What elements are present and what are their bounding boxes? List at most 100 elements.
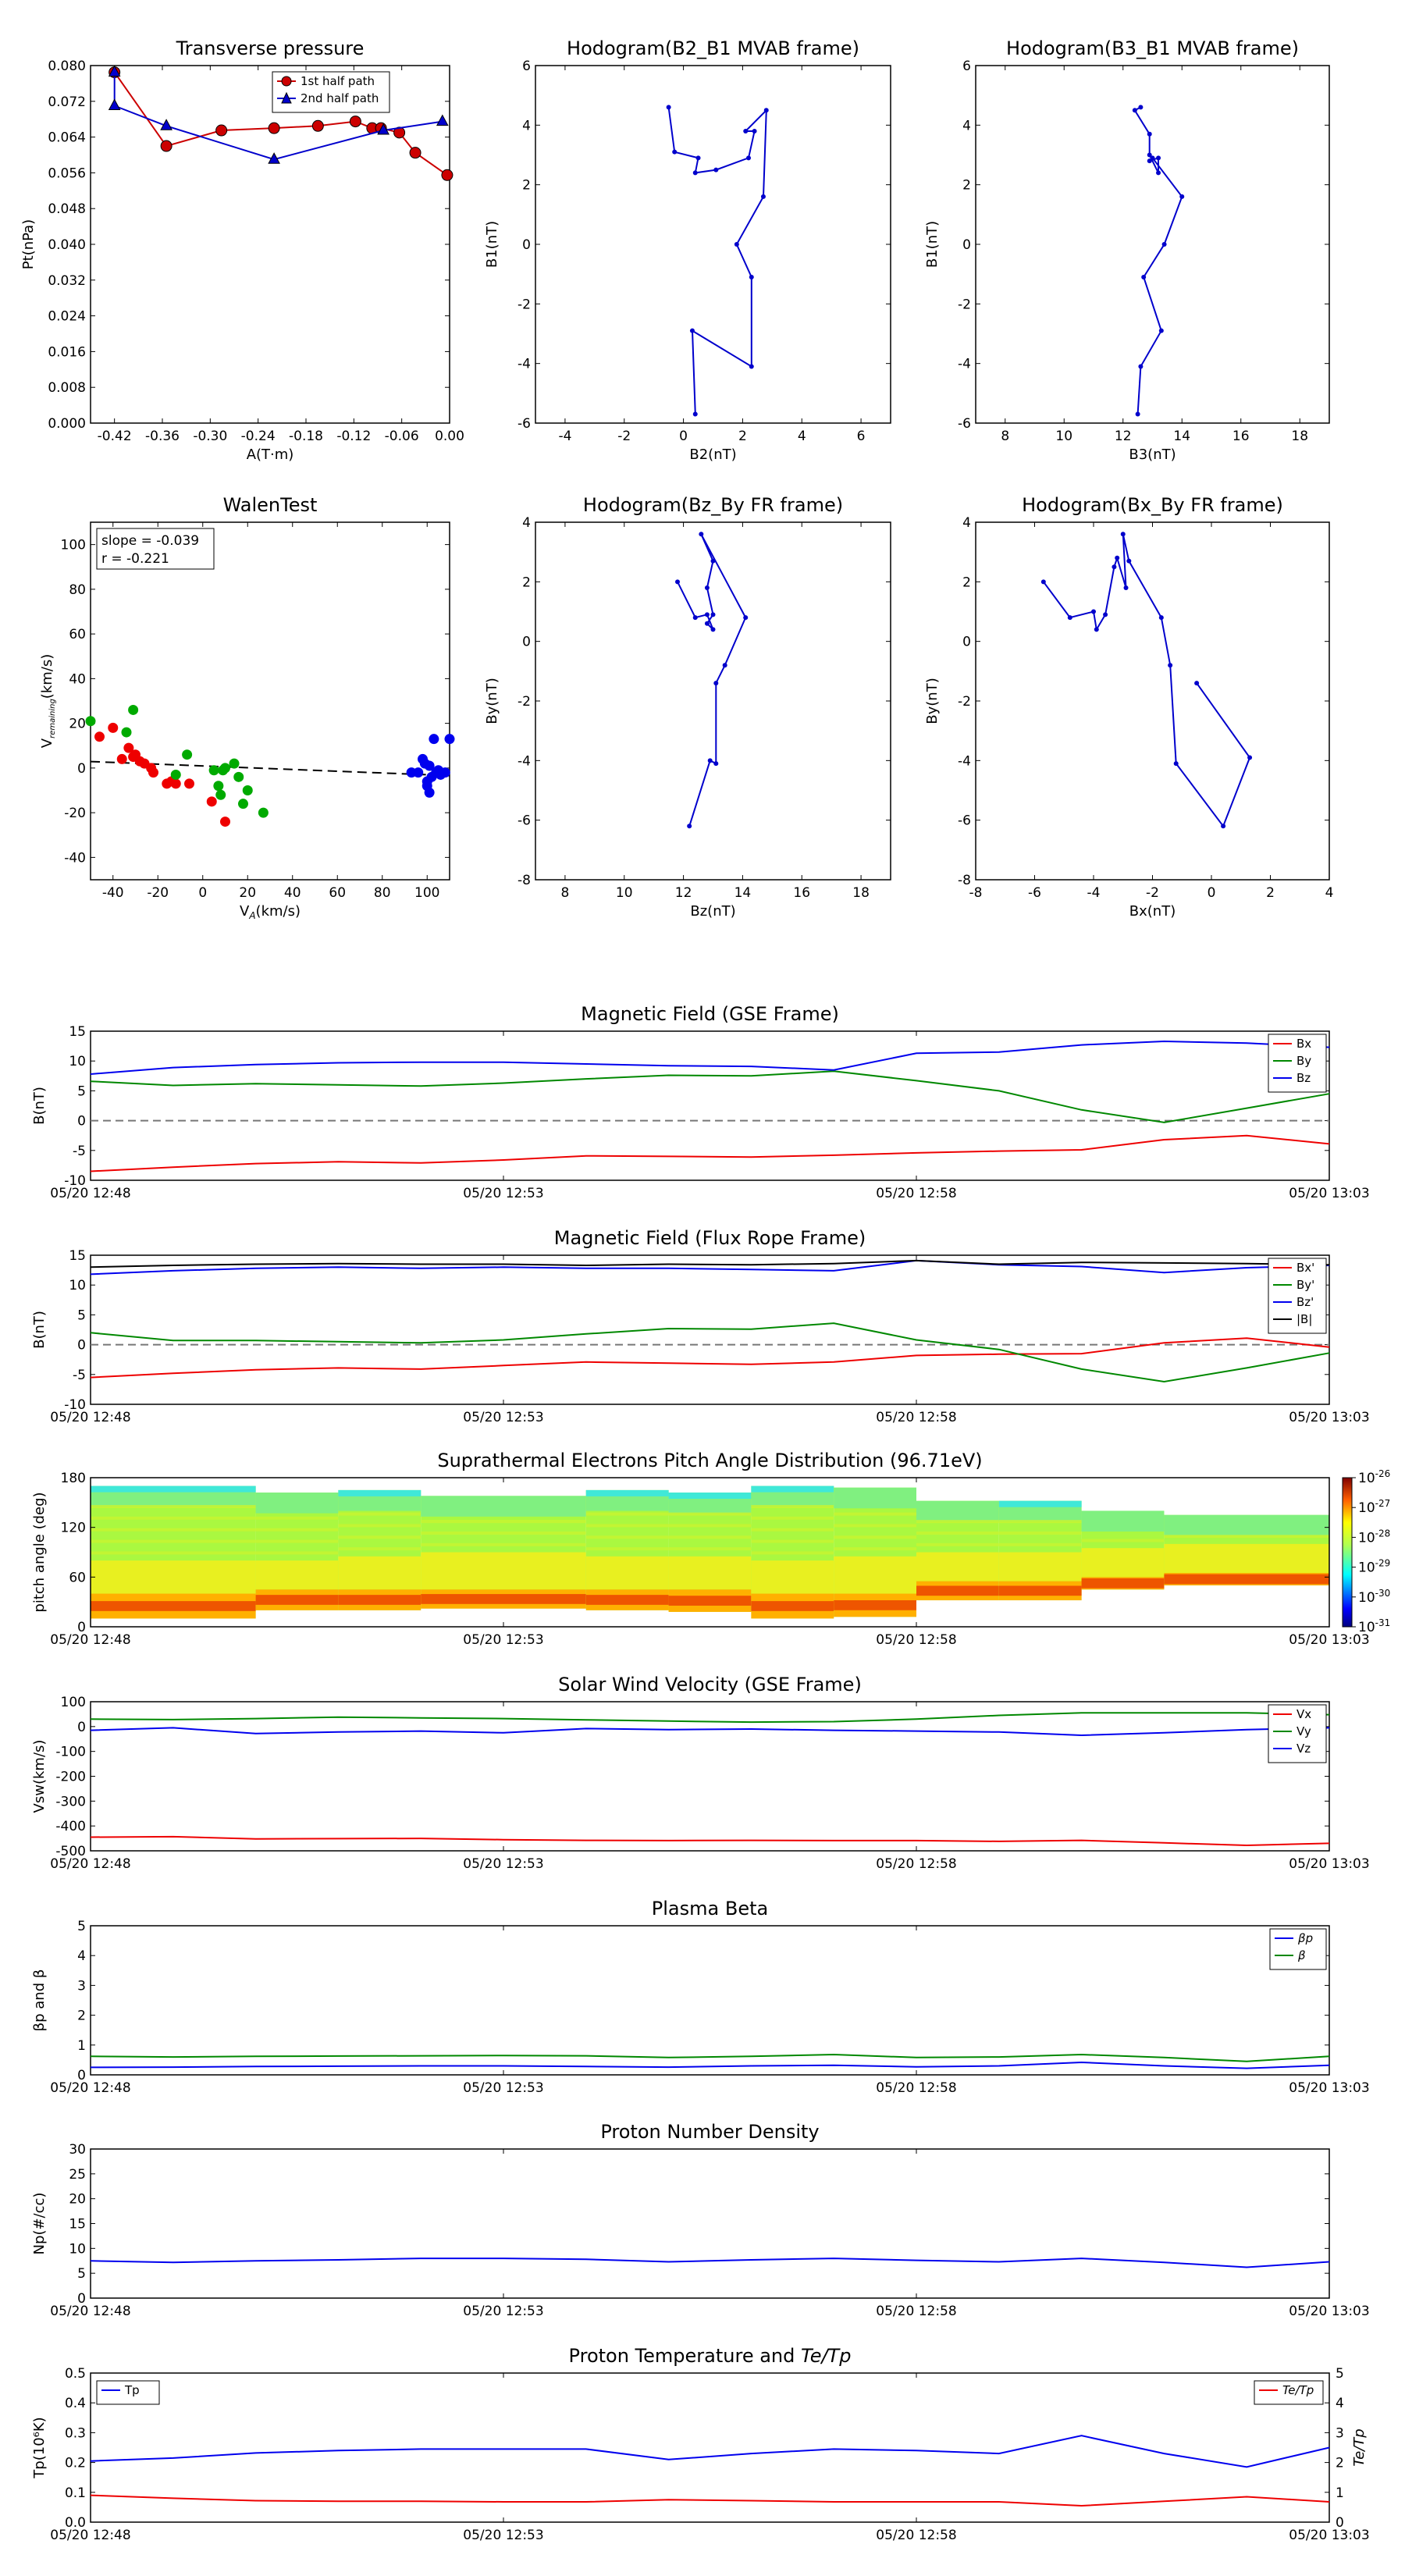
data-point [85,716,96,727]
data-point [182,749,193,760]
y-tick-label: 25 [69,2167,86,2183]
chart-title: Hodogram(B3_B1 MVAB frame) [1006,37,1299,59]
data-point [695,155,701,161]
chart-title: Magnetic Field (GSE Frame) [581,1003,839,1025]
y-tick-label: -6 [518,813,531,829]
hodogram-b3-b1: Hodogram(B3_B1 MVAB frame) 8 10 12 14 16 18 -6 -… [924,37,1330,463]
chart-title: Hodogram(Bx_By FR frame) [1022,494,1283,516]
y-tick-label: 3 [77,1978,86,1994]
plot-frame [90,65,450,424]
heatmap-cell [91,1560,256,1594]
y-tick-label: -5 [73,1368,86,1383]
data-point [1067,615,1072,621]
y-tick-label: -2 [518,694,531,710]
heatmap-cell [1164,1535,1329,1539]
x-tick-label: -8 [969,885,983,901]
data-point [1040,579,1046,585]
data-point [229,758,240,769]
y-tick-label: 0.5 [65,2366,86,2382]
magnetic-field-fr: Magnetic Field (Flux Rope Frame) 05/20 12… [31,1227,1370,1425]
heatmap-cell [916,1520,999,1524]
heatmap-cell [751,1551,834,1555]
x-tick-label: -4 [1087,885,1101,901]
x-axis-label: Bx(nT) [1129,903,1176,920]
heatmap-cell [585,1547,669,1551]
legend-label: Bz' [1297,1295,1314,1309]
data-point [1120,532,1126,537]
data-point [760,194,766,199]
x-tick-label: -0.06 [385,429,419,444]
data-point [393,126,406,139]
heatmap-cell [834,1556,916,1594]
heatmap-cell [751,1528,834,1532]
annotation-box [96,528,215,570]
x-tick-label: 18 [1291,429,1308,444]
data-point [734,242,739,247]
legend-label: By' [1297,1278,1314,1292]
heatmap-cell [255,1516,339,1520]
heatmap-cell [91,1485,256,1493]
plot-frame [90,1477,1330,1628]
heatmap-cell [751,1485,834,1493]
data-point [128,704,139,715]
y-axis-label: By(nT) [484,678,500,724]
legend-box [1254,2380,1324,2405]
x-tick-label: 05/20 12:58 [876,1186,956,1201]
chart-title: Solar Wind Velocity (GSE Frame) [558,1674,862,1695]
y-axis-label: B(nT) [31,1311,48,1349]
heatmap-cell [998,1531,1082,1535]
data-point [687,824,692,829]
data-point [148,767,158,778]
legend-label: 1st half path [301,74,375,88]
heatmap-cell [916,1585,999,1596]
y-tick-label: 20 [69,717,86,732]
data-point [238,799,248,809]
data-point [441,169,454,181]
data-point [206,796,217,807]
y-tick-label: 2 [522,575,531,590]
data-point [699,532,704,537]
data-point [710,627,716,632]
transverse-pressure: Transverse pressure-0.42 -0.36 -0.30 -0.24-… [20,37,464,463]
series-line [90,2061,1330,2069]
data-point [311,119,324,132]
x-tick-label: 05/20 12:58 [876,1410,956,1425]
heatmap-cell [585,1556,669,1590]
data-point [1179,194,1185,199]
y-tick-label: 1 [77,2038,86,2054]
x-tick-label: 2 [1266,885,1275,901]
heatmap-cell [834,1547,916,1551]
data-point [1138,364,1144,369]
y-tick-label: 2 [77,2008,86,2024]
heatmap-cell [1081,1548,1165,1578]
plasma-beta: Plasma Beta 05/20 12:48 05/20 12:53 05/20 1… [31,1898,1370,2096]
legend-label: Bx [1297,1037,1311,1051]
x-tick-label: 05/20 12:53 [463,2080,543,2096]
y-tick-label: 180 [61,1471,86,1486]
data-point [749,364,754,369]
y-tick-label: 0.000 [48,416,86,432]
chart-title: Hodogram(Bz_By FR frame) [583,494,843,516]
data-point [1112,564,1117,570]
heatmap-cell [751,1601,834,1611]
legend-label: βp [1297,1931,1313,1945]
series-line [90,2435,1330,2468]
legend-marker [281,76,292,87]
heatmap-cell [421,1496,586,1517]
data-point [1123,585,1129,590]
data-point [108,722,119,733]
data-point [233,771,244,782]
y-tick-label: -5 [73,1144,86,1159]
y-tick-label: 0.3 [65,2425,86,2441]
plot-frame [90,1254,1330,1405]
x-tick-label: 05/20 13:03 [1289,2080,1369,2096]
y-tick-label: 0.1 [65,2485,86,2501]
y-tick-label: 0.0 [65,2515,86,2531]
data-point [1147,158,1152,164]
y-tick-label: -200 [55,1770,86,1785]
data-point [1141,274,1147,279]
x-tick-label: -0.12 [336,429,371,444]
y-tick-label: -2 [518,297,531,312]
data-point [220,817,230,827]
heatmap-cell [834,1535,916,1539]
